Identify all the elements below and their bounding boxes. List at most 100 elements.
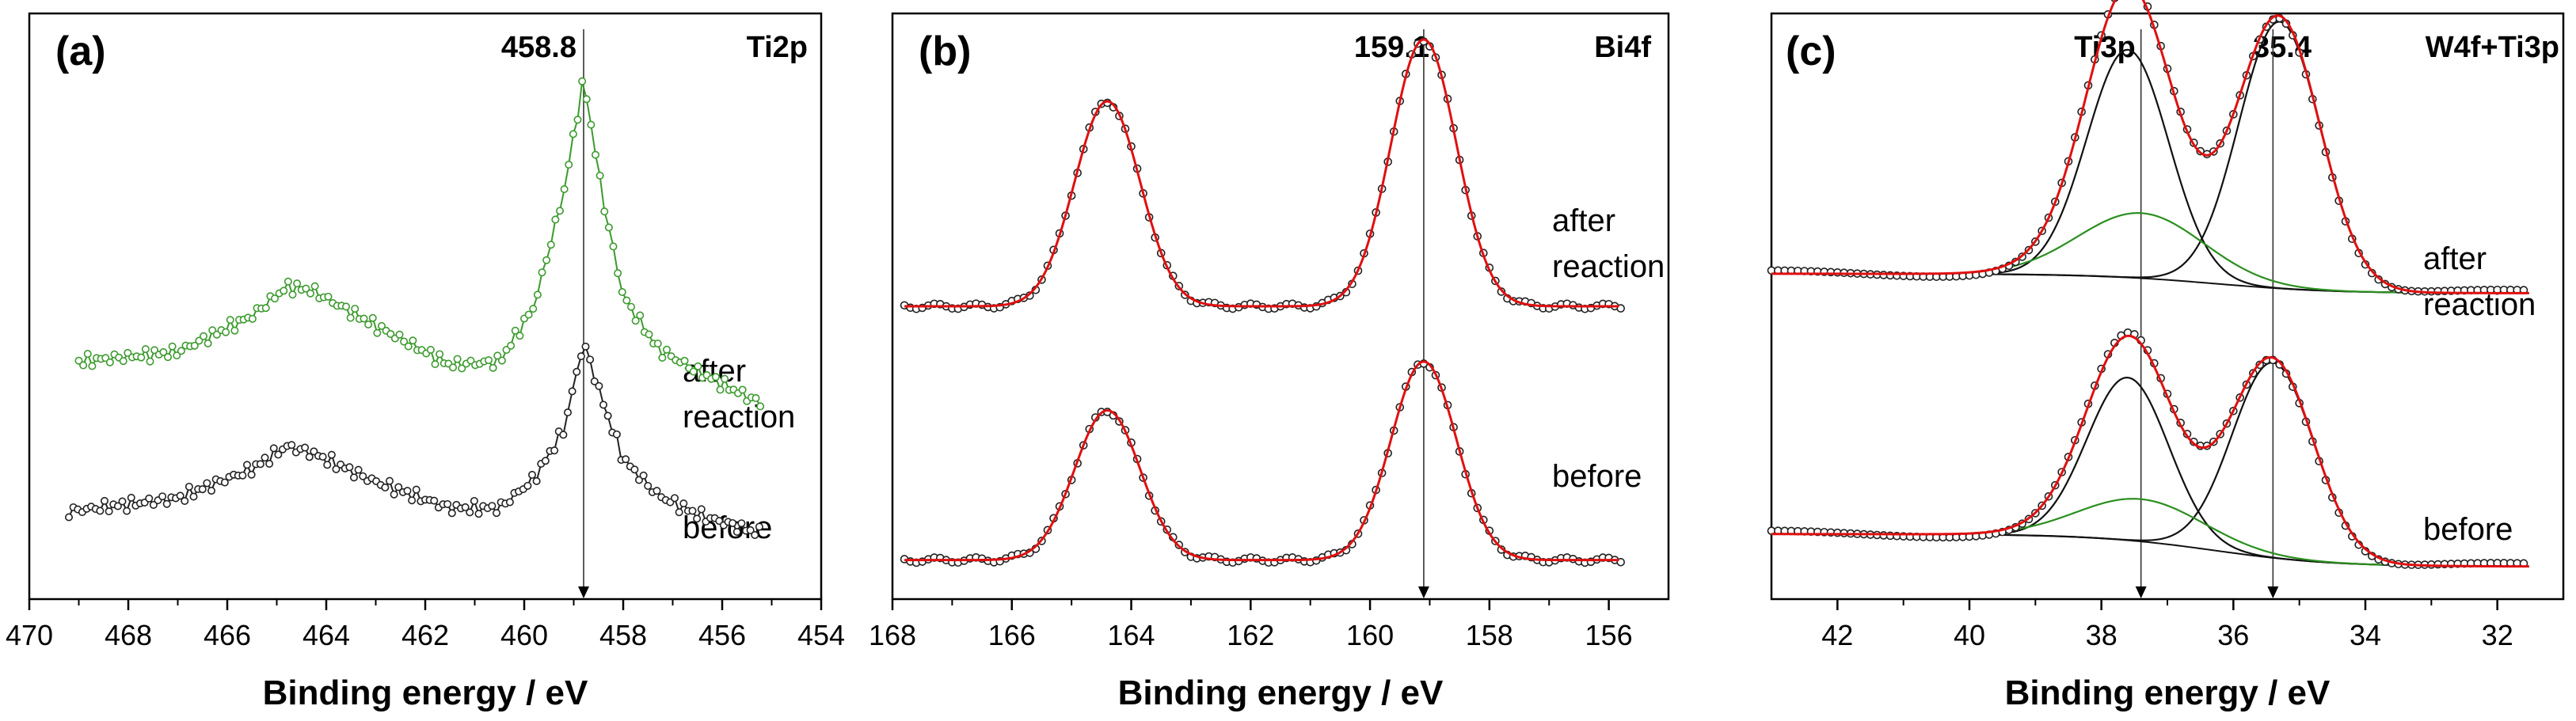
data-point	[568, 387, 576, 396]
data-point	[448, 363, 457, 372]
data-point	[551, 215, 560, 224]
peak-marker-arrowhead	[1417, 586, 1429, 598]
data-point	[274, 450, 283, 459]
panel-a-tick-7: 456	[698, 619, 746, 651]
data-point	[256, 460, 264, 469]
data-point	[176, 491, 185, 500]
data-point	[721, 374, 729, 383]
data-point	[507, 341, 516, 350]
data-point	[538, 268, 546, 277]
data-point	[595, 171, 604, 180]
data-point	[164, 353, 173, 362]
data-point	[394, 483, 403, 491]
panel-c-element-label: W4f+Ti3p	[2426, 31, 2559, 64]
data-point	[595, 381, 603, 390]
data-point	[527, 470, 536, 479]
panel-c-label: (c)	[1786, 28, 1836, 74]
panel-b-tick-0: 168	[869, 619, 916, 651]
data-point	[230, 326, 239, 335]
data-point	[149, 500, 158, 509]
data-point	[306, 289, 314, 298]
data-point	[364, 321, 373, 329]
data-point	[212, 330, 221, 339]
data-point	[689, 367, 698, 376]
data-point	[185, 482, 193, 491]
panel-b-x-axis-title: Binding energy / eV	[1118, 674, 1444, 712]
data-point	[332, 465, 341, 473]
data-point	[489, 363, 497, 372]
data-point	[242, 461, 251, 469]
data-point	[222, 328, 230, 336]
data-point	[386, 329, 395, 338]
data-point	[541, 457, 550, 465]
data-point	[270, 294, 279, 303]
data-point	[288, 290, 297, 299]
panel-a-tick-1: 468	[105, 619, 152, 651]
data-point	[591, 150, 599, 159]
data-point	[119, 357, 127, 366]
panel-c-w4f-ti3p: (c) W4f+Ti3p Ti3p 35.4 after reaction be…	[1767, 0, 2565, 712]
data-point	[546, 241, 555, 249]
data-point	[614, 269, 622, 278]
data-point	[265, 460, 274, 469]
data-point	[269, 444, 278, 453]
data-point	[670, 494, 679, 503]
panel-c-x-axis-title: Binding energy / eV	[2005, 674, 2331, 712]
data-point	[573, 367, 581, 376]
data-point	[431, 360, 439, 369]
data-point	[105, 507, 113, 516]
data-point	[697, 505, 706, 514]
panel-a-x-axis-title: Binding energy / eV	[263, 674, 588, 712]
data-point	[341, 302, 350, 311]
data-point	[173, 351, 181, 360]
data-point	[634, 476, 643, 484]
data-point	[327, 450, 336, 459]
data-point	[563, 408, 572, 417]
data-point	[680, 356, 689, 365]
data-point	[351, 305, 360, 313]
data-point	[146, 357, 154, 366]
data-point	[622, 296, 631, 305]
data-point	[302, 284, 310, 293]
data-point	[430, 496, 439, 505]
data-point	[582, 95, 591, 104]
data-point	[550, 446, 559, 455]
data-point	[751, 531, 759, 540]
data-point	[345, 463, 354, 472]
data-point	[287, 441, 296, 450]
data-point	[123, 507, 131, 515]
data-point	[395, 330, 404, 339]
data-point	[373, 328, 382, 337]
data-point	[516, 332, 524, 340]
data-point	[181, 497, 189, 506]
data-point	[679, 499, 688, 508]
data-point	[159, 347, 168, 356]
data-point	[578, 77, 587, 85]
data-point	[492, 509, 500, 518]
panel-a-peak-value: 458.8	[501, 31, 576, 64]
data-point	[96, 507, 105, 515]
panel-a-tick-2: 466	[204, 619, 251, 651]
data-point	[318, 453, 327, 461]
panel-a-element-label: Ti2p	[747, 31, 808, 64]
data-point	[751, 394, 760, 403]
data-point	[644, 481, 653, 490]
panel-c-after-label-line1: after	[2423, 241, 2487, 276]
panel-a-tick-3: 464	[302, 619, 350, 651]
panel-b-after-label-line2: reaction	[1552, 249, 1665, 284]
panel-b-tick-3: 162	[1227, 619, 1274, 651]
envelope-fit-line	[1771, 334, 2529, 568]
peak-marker-arrowhead	[2135, 586, 2147, 598]
panel-a-after-label-line2: reaction	[683, 400, 795, 434]
data-point	[74, 356, 83, 365]
data-point	[354, 465, 363, 474]
data-point	[590, 377, 599, 385]
data-point	[533, 290, 542, 299]
data-point	[436, 350, 444, 359]
panel-c-tick-2: 38	[2086, 619, 2117, 651]
data-point	[190, 341, 199, 350]
data-point	[461, 503, 470, 511]
data-point	[555, 207, 564, 215]
panel-b-before-label: before	[1552, 459, 1642, 494]
data-point	[381, 483, 390, 491]
